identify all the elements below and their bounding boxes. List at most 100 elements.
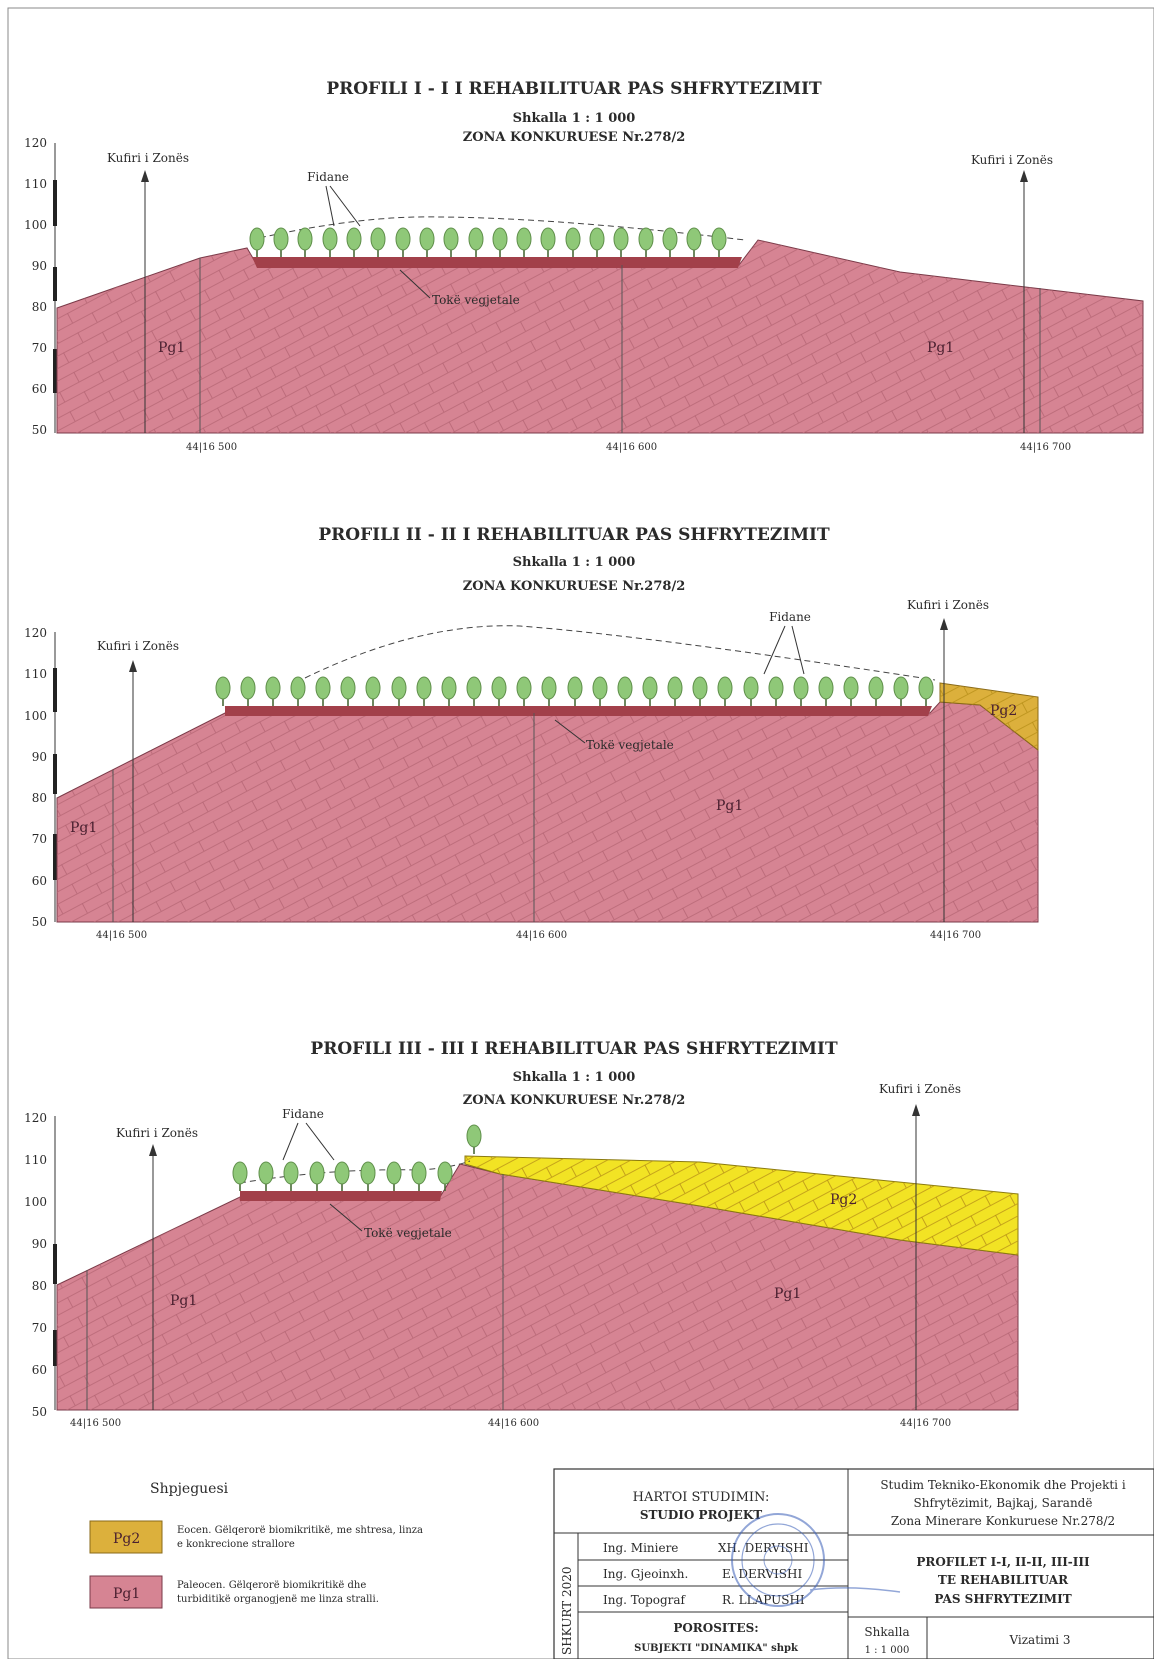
profile-3-topsoil-label: Tokë vegjetale xyxy=(364,1226,452,1240)
profile-2-seedlings xyxy=(215,676,934,707)
profile-1-tick-50: 50 xyxy=(32,423,47,437)
profile-1-seedlings xyxy=(249,227,727,258)
profile-3-tick-100: 100 xyxy=(24,1195,47,1209)
tb-drawing-line2: TE REHABILITUAR xyxy=(938,1573,1069,1587)
profile-2-boundary-right-label: Kufiri i Zonës xyxy=(907,598,989,612)
profile-2-boundary-right: Kufiri i Zonës xyxy=(907,598,989,922)
legend-text-pg2-line1: Eocen. Gëlqerorë biomikritikë, me shtres… xyxy=(177,1525,423,1536)
profile-3-boundary-right-label: Kufiri i Zonës xyxy=(879,1082,961,1096)
profile-2-rock-left: Pg1 xyxy=(70,820,97,836)
profile-3-tick-70: 70 xyxy=(32,1321,47,1335)
profile-3-original-terrain xyxy=(239,1160,471,1184)
legend-swatch-pg2 xyxy=(89,1520,163,1554)
legend-text-pg1-line1: Paleocen. Gëlqerorë biomikritikë dhe xyxy=(177,1580,366,1591)
tb-role-3: Ing. Topograf xyxy=(603,1593,687,1607)
profile-1-seedlings-label: Fidane xyxy=(307,170,349,184)
profile-2-original-terrain xyxy=(304,625,936,681)
tb-name-1: XH. DERVISHI xyxy=(718,1541,809,1555)
profile-3-title: PROFILI III - III I REHABILITUAR PAS SHF… xyxy=(310,1039,838,1059)
profile-1-tick-80: 80 xyxy=(32,300,47,314)
profile-2-boundary-left: Kufiri i Zonës xyxy=(97,639,179,922)
profile-3-easting-3: 44|16 700 xyxy=(900,1418,951,1429)
profile-3-seedlings xyxy=(232,1124,482,1192)
legend-text-pg2-line2: e konkrecione strallore xyxy=(177,1539,295,1550)
profile-3-tick-120: 120 xyxy=(24,1111,47,1125)
legend-symbol-pg1: Pg1 xyxy=(113,1586,140,1602)
profile-1-easting-3: 44|16 700 xyxy=(1020,442,1071,453)
profile-1-tick-120: 120 xyxy=(24,136,47,150)
official-stamp xyxy=(731,1513,901,1607)
profile-1-tick-60: 60 xyxy=(32,382,47,396)
legend-swatch-pg1 xyxy=(89,1575,163,1609)
profile-2-topsoil-label: Tokë vegjetale xyxy=(586,738,674,752)
profile-2-tick-50: 50 xyxy=(32,915,47,929)
profile-2-tick-70: 70 xyxy=(32,832,47,846)
tb-drawing-line1: PROFILET I-I, II-II, III-III xyxy=(916,1555,1090,1569)
profile-3-tick-90: 90 xyxy=(32,1237,47,1251)
profile-1-scale: Shkalla 1 : 1 000 xyxy=(513,111,636,126)
tb-name-3: R. LLAPUSHI xyxy=(722,1593,805,1607)
profile-3-rock-left: Pg1 xyxy=(170,1293,197,1309)
profile-2-easting-2: 44|16 600 xyxy=(516,930,567,941)
tb-client-label: POROSITES: xyxy=(673,1621,758,1635)
tb-role-1: Ing. Miniere xyxy=(603,1541,678,1555)
profile-1-title: PROFILI I - I I REHABILITUAR PAS SHFRYTE… xyxy=(326,79,822,99)
legend-title: Shpjeguesi xyxy=(150,1481,229,1497)
profile-2-tick-100: 100 xyxy=(24,709,47,723)
profile-1-topsoil-label: Tokë vegjetale xyxy=(432,293,520,307)
profile-1-tick-70: 70 xyxy=(32,341,47,355)
profile-1-zone: ZONA KONKURUESE Nr.278/2 xyxy=(463,130,686,145)
profile-3-zone: ZONA KONKURUESE Nr.278/2 xyxy=(463,1093,686,1108)
profile-3-rock-pg2: Pg2 xyxy=(830,1192,857,1208)
tb-studio: STUDIO PROJEKT xyxy=(640,1508,762,1522)
profile-3-boundary-left-label: Kufiri i Zonës xyxy=(116,1126,198,1140)
legend: Shpjeguesi Pg2 Eocen. Gëlqerorë biomikri… xyxy=(89,1481,423,1609)
profile-3-scale: Shkalla 1 : 1 000 xyxy=(513,1070,636,1085)
profile-3-easting-2: 44|16 600 xyxy=(488,1418,539,1429)
profile-2-zone: ZONA KONKURUESE Nr.278/2 xyxy=(463,579,686,594)
profile-2-topsoil xyxy=(225,706,932,716)
profile-2-boundary-left-label: Kufiri i Zonës xyxy=(97,639,179,653)
tb-drawing-line3: PAS SHFRYTEZIMIT xyxy=(934,1592,1071,1606)
sheet-frame xyxy=(7,7,1154,1659)
tb-study-line2: Shfrytëzimit, Bajkaj, Sarandë xyxy=(914,1496,1093,1510)
profile-2: PROFILI II - II I REHABILITUAR PAS SHFRY… xyxy=(24,525,1039,941)
profile-2-tick-90: 90 xyxy=(32,750,47,764)
tb-study-line3: Zona Minerare Konkuruese Nr.278/2 xyxy=(891,1514,1115,1528)
profile-1: PROFILI I - I I REHABILITUAR PAS SHFRYTE… xyxy=(24,79,1144,453)
profile-2-tick-60: 60 xyxy=(32,874,47,888)
profile-1-original-terrain xyxy=(249,216,746,241)
legend-text-pg1-line2: turbiditikë organogjenë me linza stralli… xyxy=(177,1594,379,1605)
profile-1-tick-110: 110 xyxy=(24,177,47,191)
profile-1-rock-left: Pg1 xyxy=(158,340,185,356)
profile-2-tick-120: 120 xyxy=(24,626,47,640)
profile-3-seedlings-label: Fidane xyxy=(282,1107,324,1121)
profile-2-title: PROFILI II - II I REHABILITUAR PAS SHFRY… xyxy=(318,525,830,545)
tb-prepared-label: HARTOI STUDIMIN: xyxy=(633,1490,770,1505)
profile-1-boundary-right: Kufiri i Zonës xyxy=(971,153,1053,433)
profile-2-rock-pg2: Pg2 xyxy=(990,703,1017,719)
profile-1-boundary-right-label: Kufiri i Zonës xyxy=(971,153,1053,167)
profile-3-rock-right: Pg1 xyxy=(774,1286,801,1302)
tb-scale-value: 1 : 1 000 xyxy=(865,1645,910,1656)
profile-3-tick-60: 60 xyxy=(32,1363,47,1377)
profile-1-tick-90: 90 xyxy=(32,259,47,273)
profile-3-boundary-right: Kufiri i Zonës xyxy=(879,1082,961,1410)
profile-1-easting-1: 44|16 500 xyxy=(186,442,237,453)
profile-2-y-axis: 120 110 100 90 80 70 60 50 xyxy=(24,626,57,929)
profile-1-boundary-left-label: Kufiri i Zonës xyxy=(107,151,189,165)
tb-vertical-date: SHKURT 2020 xyxy=(560,1566,574,1655)
profile-1-tick-100: 100 xyxy=(24,218,47,232)
profile-3-tick-80: 80 xyxy=(32,1279,47,1293)
profile-3-tick-110: 110 xyxy=(24,1153,47,1167)
profile-3-tick-50: 50 xyxy=(32,1405,47,1419)
profile-3-y-axis: 120 110 100 90 80 70 60 50 xyxy=(24,1111,57,1419)
profile-1-topsoil xyxy=(252,257,742,268)
profile-2-seedlings-label: Fidane xyxy=(769,610,811,624)
profile-3-boundary-left: Kufiri i Zonës xyxy=(116,1126,198,1410)
tb-name-2: E. DERVISHI xyxy=(722,1567,802,1581)
tb-role-2: Ing. Gjeoinxh. xyxy=(603,1567,688,1581)
profile-1-rock-right: Pg1 xyxy=(927,340,954,356)
profile-3-topsoil xyxy=(240,1191,442,1201)
